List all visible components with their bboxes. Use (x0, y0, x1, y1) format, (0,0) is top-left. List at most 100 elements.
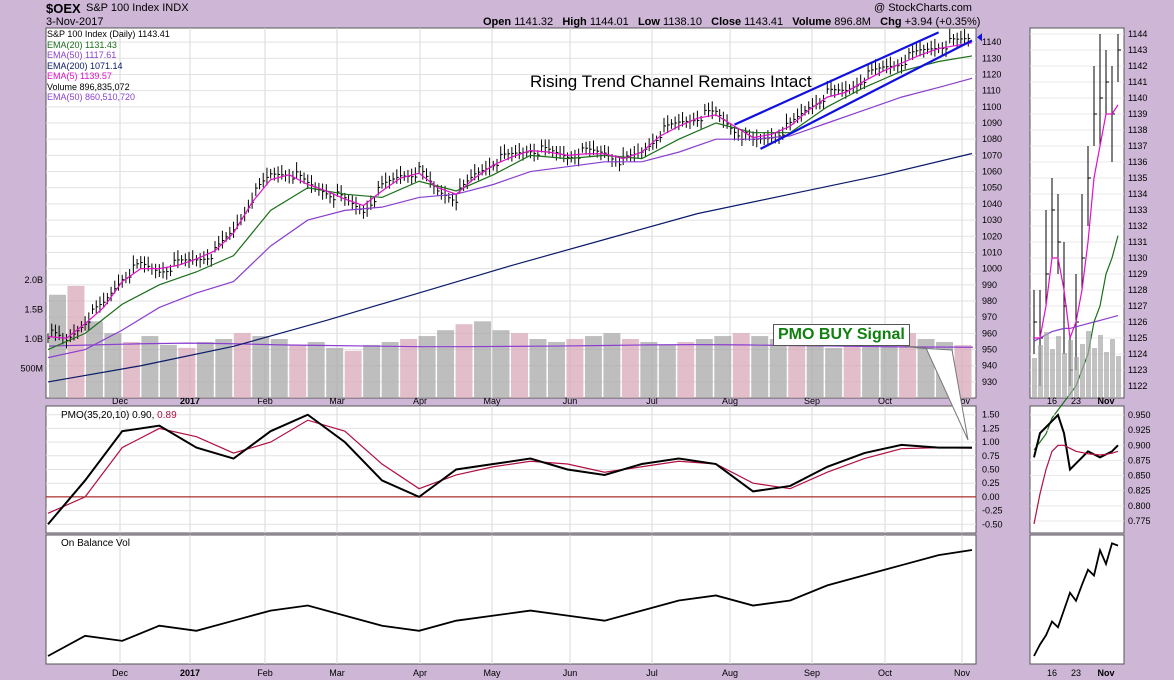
month-tick-label: Apr (413, 396, 427, 406)
volume-bar (880, 336, 898, 398)
volume-bar (363, 344, 381, 398)
price-tick-label: 1060 (982, 167, 1002, 177)
volume-bar (843, 344, 861, 398)
price-tick-label: 930 (982, 377, 997, 387)
side-volume-bar (1104, 352, 1109, 398)
month-tick-label: Oct (878, 668, 893, 678)
pmo-tick-label: 1.50 (982, 410, 1000, 420)
price-tick-label: 1030 (982, 215, 1002, 225)
side-obv-line (1033, 542, 1119, 657)
side-price-tick-label: 1139 (1128, 109, 1147, 119)
volume-bar (215, 339, 233, 398)
volume-bar (899, 333, 917, 398)
volume-bar (677, 341, 695, 398)
side-price-tick-label: 1123 (1128, 365, 1147, 375)
price-tick-label: 960 (982, 328, 997, 338)
volume-bar (640, 341, 658, 398)
volume-bar (714, 336, 732, 398)
volume-bar (67, 285, 85, 398)
obv-panel (45, 534, 977, 665)
legend-ema5: EMA(5) 1139.57 (47, 71, 112, 81)
month-tick-label: Nov (954, 668, 971, 678)
volume-bar (344, 350, 362, 398)
side-volume-bar (1050, 349, 1055, 398)
side-price-tick-label: 1134 (1128, 189, 1147, 199)
month-tick-label: Aug (722, 668, 738, 678)
side-pmo-line (1033, 413, 1119, 472)
side-pmo-tick-label: 0.825 (1128, 486, 1151, 496)
price-tick-label: 1100 (982, 102, 1001, 112)
month-tick-label: Mar (329, 668, 345, 678)
date-label: 3-Nov-2017 (46, 16, 104, 28)
side-price-tick-label: 1129 (1128, 269, 1147, 279)
volume-bar (806, 344, 824, 398)
side-price-tick-label: 1122 (1128, 381, 1147, 391)
price-tick-label: 970 (982, 312, 997, 322)
price-tick-label: 1050 (982, 183, 1002, 193)
side-x-tick-label: Nov (1097, 668, 1114, 678)
side-pmo-signal-line (1033, 444, 1119, 525)
pmo-tick-label: -0.50 (982, 519, 1003, 529)
ema20-line (47, 55, 973, 351)
side-volume-bar (1110, 339, 1115, 398)
side-price-tick-label: 1141 (1128, 77, 1147, 87)
trend-channel-lower (759, 39, 973, 150)
trend-annotation: Rising Trend Channel Remains Intact (530, 72, 812, 91)
pmo-tick-label: 1.00 (982, 437, 1000, 447)
price-tick-label: 940 (982, 361, 997, 371)
volume-tick-label: 1.5B (24, 305, 43, 315)
side-volume-bar (1044, 332, 1049, 398)
volume-bar (159, 344, 177, 398)
side-x-tick-label: Nov (1097, 396, 1114, 406)
side-volume-bar (1038, 345, 1043, 398)
month-tick-label: Mar (329, 396, 345, 406)
month-tick-label: Sep (804, 396, 820, 406)
volume-bar (788, 341, 806, 398)
side-pmo-tick-label: 0.775 (1128, 516, 1151, 526)
month-tick-label: Jul (646, 396, 658, 406)
volume-bar (658, 344, 676, 398)
ema50-line (47, 77, 973, 359)
volume-bar (511, 333, 528, 398)
legend-volume-ema: EMA(50) 860,510,720 (47, 92, 136, 102)
pmo-tick-label: 0.00 (982, 492, 1000, 502)
volume-bar (400, 339, 418, 398)
side-pmo-panel (1029, 405, 1125, 534)
month-tick-label: Sep (804, 668, 820, 678)
side-volume-bar (1062, 353, 1067, 398)
legend-ema50: EMA(50) 1117.61 (47, 50, 117, 60)
side-volume-bar (1080, 344, 1085, 398)
side-price-tick-label: 1135 (1128, 173, 1147, 183)
volume-bar (492, 330, 510, 398)
pmo-signal-line (47, 419, 973, 514)
volume-bar (954, 345, 972, 398)
pmo-tick-label: 0.75 (982, 451, 1000, 461)
month-tick-label: 2017 (180, 668, 200, 678)
side-volume-bar (1086, 331, 1091, 398)
side-price-tick-label: 1143 (1128, 45, 1147, 55)
side-x-tick-label: 16 (1047, 396, 1057, 406)
side-price-tick-label: 1130 (1128, 253, 1147, 263)
volume-bar (566, 339, 584, 398)
pmo-tick-label: -0.25 (982, 506, 1003, 516)
pmo-tick-label: 0.50 (982, 465, 1000, 475)
side-pmo-tick-label: 0.800 (1128, 501, 1151, 511)
ema5-line (47, 42, 973, 339)
side-price-tick-label: 1133 (1128, 205, 1147, 215)
volume-bar (584, 336, 602, 398)
month-tick-label: Jul (646, 668, 658, 678)
month-tick-label: Jun (563, 396, 578, 406)
side-pmo-tick-label: 0.900 (1128, 440, 1151, 450)
volume-bar (825, 347, 843, 398)
volume-bar (326, 347, 344, 398)
month-tick-label: Feb (257, 396, 273, 406)
side-price-tick-label: 1125 (1128, 333, 1147, 343)
ema200-line (47, 152, 973, 383)
pmo-line (47, 413, 972, 525)
obv-line (47, 549, 973, 657)
side-price-tick-label: 1127 (1128, 301, 1147, 311)
price-tick-label: 1070 (982, 150, 1002, 160)
month-tick-label: May (483, 396, 501, 406)
